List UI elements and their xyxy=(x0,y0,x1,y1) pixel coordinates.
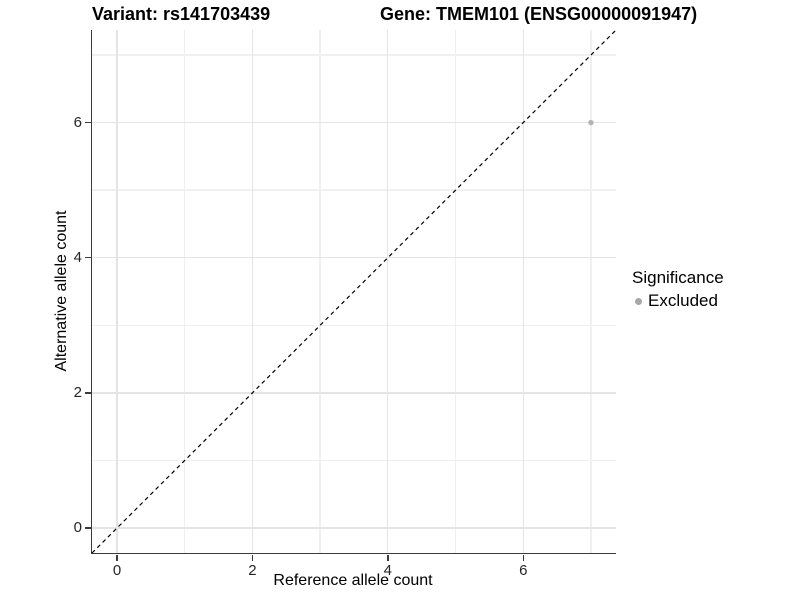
gene-title: Gene: TMEM101 (ENSG00000091947) xyxy=(380,4,698,24)
legend: Significance Excluded xyxy=(630,268,724,311)
x-axis-title: Reference allele count xyxy=(273,572,433,589)
x-tick-label: 0 xyxy=(112,562,122,579)
y-tick-mark xyxy=(84,256,91,259)
gridline-h xyxy=(92,324,616,326)
gridline-v xyxy=(319,30,321,553)
legend-dot-icon xyxy=(635,297,642,305)
y-tick-mark xyxy=(84,527,91,529)
x-tick-label: 4 xyxy=(383,562,393,579)
gridline-h xyxy=(92,54,616,56)
gridline-v xyxy=(454,30,457,553)
plot-panel: 0 0 2 2 4 4 6 6 xyxy=(74,29,617,578)
y-tick-mark xyxy=(84,392,91,394)
gridline-v xyxy=(184,30,186,553)
gridline-v xyxy=(387,30,389,553)
variant-title: Variant: rs141703439 xyxy=(92,4,271,24)
x-tick-mark xyxy=(116,554,118,561)
y-tick-label: 6 xyxy=(73,114,82,132)
gridline-h xyxy=(92,121,616,124)
gridline-h xyxy=(92,189,616,191)
gridline-h xyxy=(92,392,616,394)
gridline-v xyxy=(251,30,254,553)
gridline-v xyxy=(116,30,118,553)
y-tick-label: 4 xyxy=(73,249,82,267)
x-tick-label: 6 xyxy=(519,562,528,579)
legend-item-label: Excluded xyxy=(648,291,718,310)
gridline-h xyxy=(92,527,616,529)
legend-item-excluded: Excluded xyxy=(630,291,724,311)
y-tick-label: 0 xyxy=(73,519,82,537)
y-tick-mark xyxy=(84,121,91,124)
gridline-h xyxy=(92,257,616,259)
gridline-v xyxy=(590,30,592,553)
data-point xyxy=(588,119,594,126)
x-tick-mark xyxy=(522,554,524,561)
gridline-h xyxy=(92,459,616,462)
x-tick-mark xyxy=(251,554,254,561)
legend-title: Significance xyxy=(632,268,724,287)
x-tick-mark xyxy=(387,554,389,561)
y-axis-title: Alternative allele count xyxy=(53,210,70,372)
plot-canvas xyxy=(91,29,617,554)
x-tick-label: 2 xyxy=(248,562,257,579)
identity-dashed-line xyxy=(91,29,617,554)
y-tick-label: 2 xyxy=(73,384,82,402)
gridline-v xyxy=(522,30,524,553)
